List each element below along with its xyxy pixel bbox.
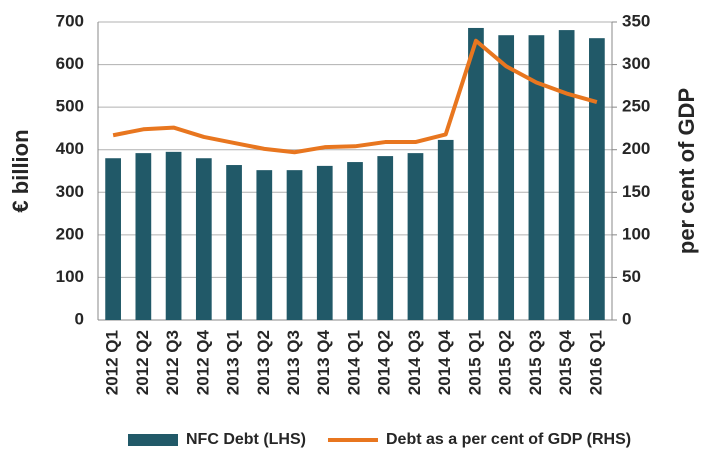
x-tick-label: 2012 Q2 <box>133 330 152 395</box>
y-tick-label: 100 <box>56 267 84 286</box>
x-tick-label: 2016 Q1 <box>586 330 605 395</box>
x-tick-label: 2012 Q3 <box>163 330 182 395</box>
bar <box>195 158 212 320</box>
y-tick-label: 700 <box>56 11 84 30</box>
x-tick-label: 2014 Q1 <box>344 330 363 395</box>
bar <box>105 158 121 320</box>
x-tick-label: 2014 Q3 <box>405 330 424 395</box>
x-tick-label: 2014 Q4 <box>435 329 454 395</box>
x-tick-label: 2014 Q2 <box>375 330 394 395</box>
y2-tick-label: 50 <box>622 267 641 286</box>
x-tick-label: 2013 Q4 <box>314 329 333 395</box>
y2-tick-label: 100 <box>622 224 650 243</box>
x-tick-label: 2013 Q1 <box>224 330 243 395</box>
legend-text: NFC Debt (LHS) <box>186 431 306 448</box>
bar <box>286 170 303 320</box>
x-tick-label: 2015 Q4 <box>556 329 575 395</box>
y-axis-title: € billion <box>8 129 33 212</box>
legend-swatch <box>128 434 178 446</box>
legend-text: Debt as a per cent of GDP (RHS) <box>386 431 631 448</box>
x-tick-label: 2012 Q4 <box>193 329 212 395</box>
y-tick-label: 200 <box>56 224 84 243</box>
bar <box>135 153 152 320</box>
y2-tick-label: 150 <box>622 182 650 201</box>
bar <box>347 162 363 320</box>
bar <box>165 151 182 320</box>
bar <box>407 153 424 320</box>
x-tick-label: 2015 Q3 <box>526 330 545 395</box>
y2-tick-label: 0 <box>622 309 631 328</box>
x-tick-label: 2012 Q1 <box>103 330 122 395</box>
bar <box>498 35 515 320</box>
y-tick-label: 600 <box>56 54 84 73</box>
y-tick-label: 500 <box>56 97 84 116</box>
y2-tick-label: 300 <box>622 54 650 73</box>
y2-tick-label: 350 <box>622 11 650 30</box>
x-tick-label: 2013 Q2 <box>254 330 273 395</box>
x-tick-label: 2015 Q1 <box>465 330 484 395</box>
x-tick-label: 2013 Q3 <box>284 330 303 395</box>
y-tick-label: 300 <box>56 182 84 201</box>
y-tick-label: 0 <box>75 309 84 328</box>
bar <box>528 35 545 320</box>
line <box>112 38 598 155</box>
bar <box>437 139 454 320</box>
y-tick-label: 400 <box>56 139 84 158</box>
y2-axis-title: per cent of GDP <box>674 88 699 254</box>
bar <box>256 170 273 320</box>
y2-tick-label: 250 <box>622 97 650 116</box>
bar <box>316 165 333 320</box>
bar <box>226 165 242 320</box>
bar <box>589 38 605 320</box>
bar <box>377 156 394 320</box>
x-tick-label: 2015 Q2 <box>496 330 515 395</box>
y2-tick-label: 200 <box>622 139 650 158</box>
bar <box>558 30 575 321</box>
bar <box>468 27 484 321</box>
